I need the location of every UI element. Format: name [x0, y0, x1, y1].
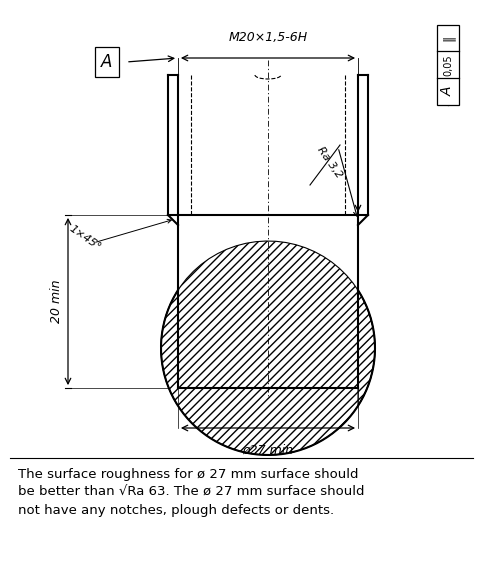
Text: be better than √Ra 63. The ø 27 mm surface should: be better than √Ra 63. The ø 27 mm surfa…: [18, 486, 365, 499]
Text: M20×1,5-6H: M20×1,5-6H: [228, 31, 308, 44]
Text: Ra 3,2: Ra 3,2: [315, 145, 344, 180]
Text: A: A: [441, 87, 455, 96]
Bar: [437, 25, 459, 105]
Polygon shape: [161, 241, 375, 455]
Text: ø27 min: ø27 min: [242, 444, 294, 457]
Text: The surface roughness for ø 27 mm surface should: The surface roughness for ø 27 mm surfac…: [18, 468, 358, 481]
Text: 1×45°: 1×45°: [67, 223, 103, 253]
Text: 20 min: 20 min: [50, 280, 63, 324]
Text: ∥: ∥: [441, 35, 455, 42]
Text: 0,05: 0,05: [443, 54, 453, 76]
Polygon shape: [161, 290, 178, 406]
Text: not have any notches, plough defects or dents.: not have any notches, plough defects or …: [18, 504, 334, 517]
Text: A: A: [101, 53, 113, 71]
